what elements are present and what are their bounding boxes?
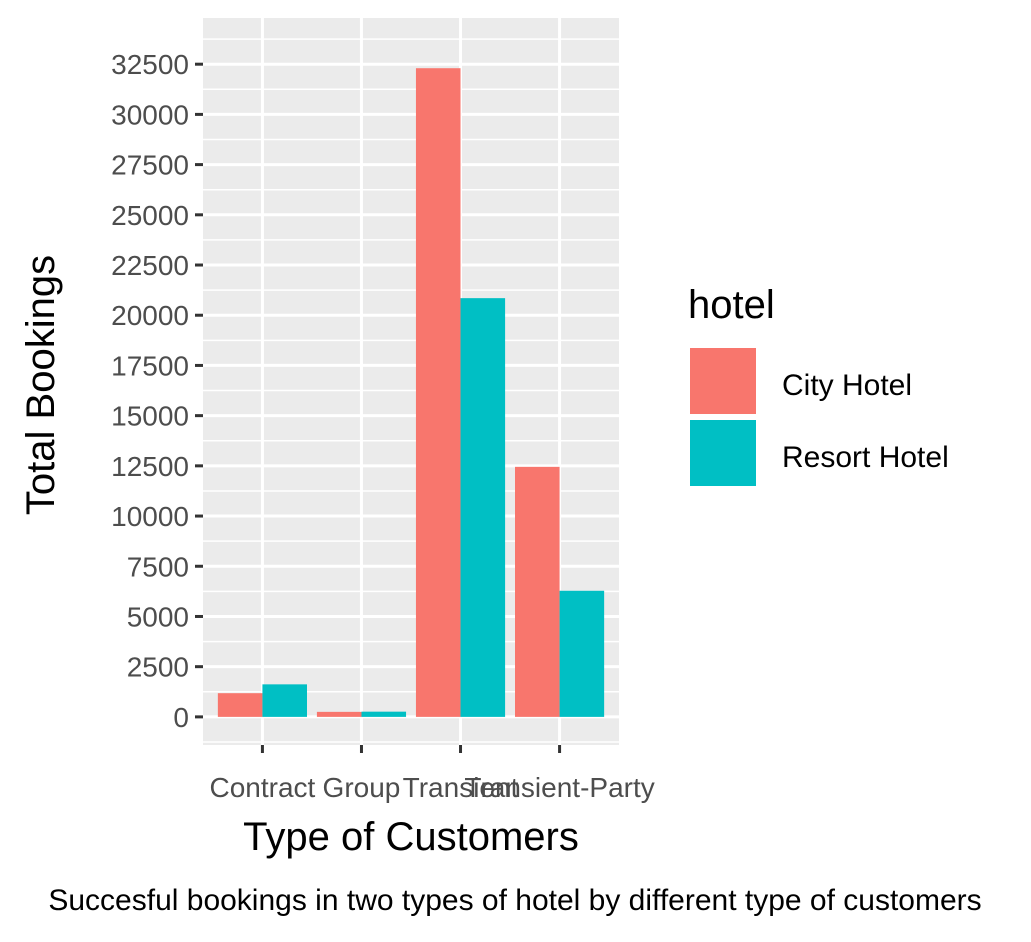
bar-resort-hotel: [460, 298, 506, 717]
y-tick-label: 2500: [127, 652, 189, 683]
y-tick-label: 7500: [127, 551, 189, 582]
y-tick-label: 5000: [127, 601, 189, 632]
bar-city-hotel: [316, 711, 362, 717]
minor-gridlines: [203, 38, 619, 743]
x-tick-label: Contract: [210, 772, 316, 803]
legend-swatch-resort-hotel: [690, 420, 756, 486]
y-tick-label: 22500: [111, 250, 189, 281]
bar-resort-hotel: [361, 711, 407, 717]
bar-city-hotel: [415, 68, 461, 717]
legend-label-resort-hotel: Resort Hotel: [782, 441, 949, 474]
legend-swatch-city-hotel: [690, 348, 756, 414]
y-tick-label: 10000: [111, 501, 189, 532]
y-tick-label: 20000: [111, 300, 189, 331]
y-tick-label: 15000: [111, 401, 189, 432]
y-tick-label: 27500: [111, 150, 189, 181]
chart-caption: Succesful bookings in two types of hotel…: [48, 884, 981, 917]
legend-title: hotel: [688, 283, 775, 327]
y-axis-title: Total Bookings: [19, 255, 63, 515]
legend: hotel City Hotel Resort Hotel: [688, 283, 949, 486]
y-axis: 0 2500 5000 7500 10000 12500 15000 17500 20000 22…: [111, 49, 203, 733]
x-tick-label: Transient: [403, 772, 519, 803]
bar-resort-hotel: [559, 590, 605, 717]
bar-resort-hotel: [262, 684, 307, 717]
bar-city-hotel: [217, 693, 263, 717]
legend-label-city-hotel: City Hotel: [782, 369, 912, 402]
x-tick-label: Transient-Party: [464, 772, 654, 803]
x-axis-title: Type of Customers: [243, 815, 579, 859]
y-tick-label: 0: [173, 702, 189, 733]
x-tick-label: Group: [323, 772, 401, 803]
y-tick-label: 17500: [111, 350, 189, 381]
y-tick-label: 25000: [111, 200, 189, 231]
bars: [217, 68, 605, 717]
y-tick-label: 12500: [111, 451, 189, 482]
y-tick-label: 32500: [111, 49, 189, 80]
bar-city-hotel: [515, 466, 560, 717]
y-tick-label: 30000: [111, 99, 189, 130]
